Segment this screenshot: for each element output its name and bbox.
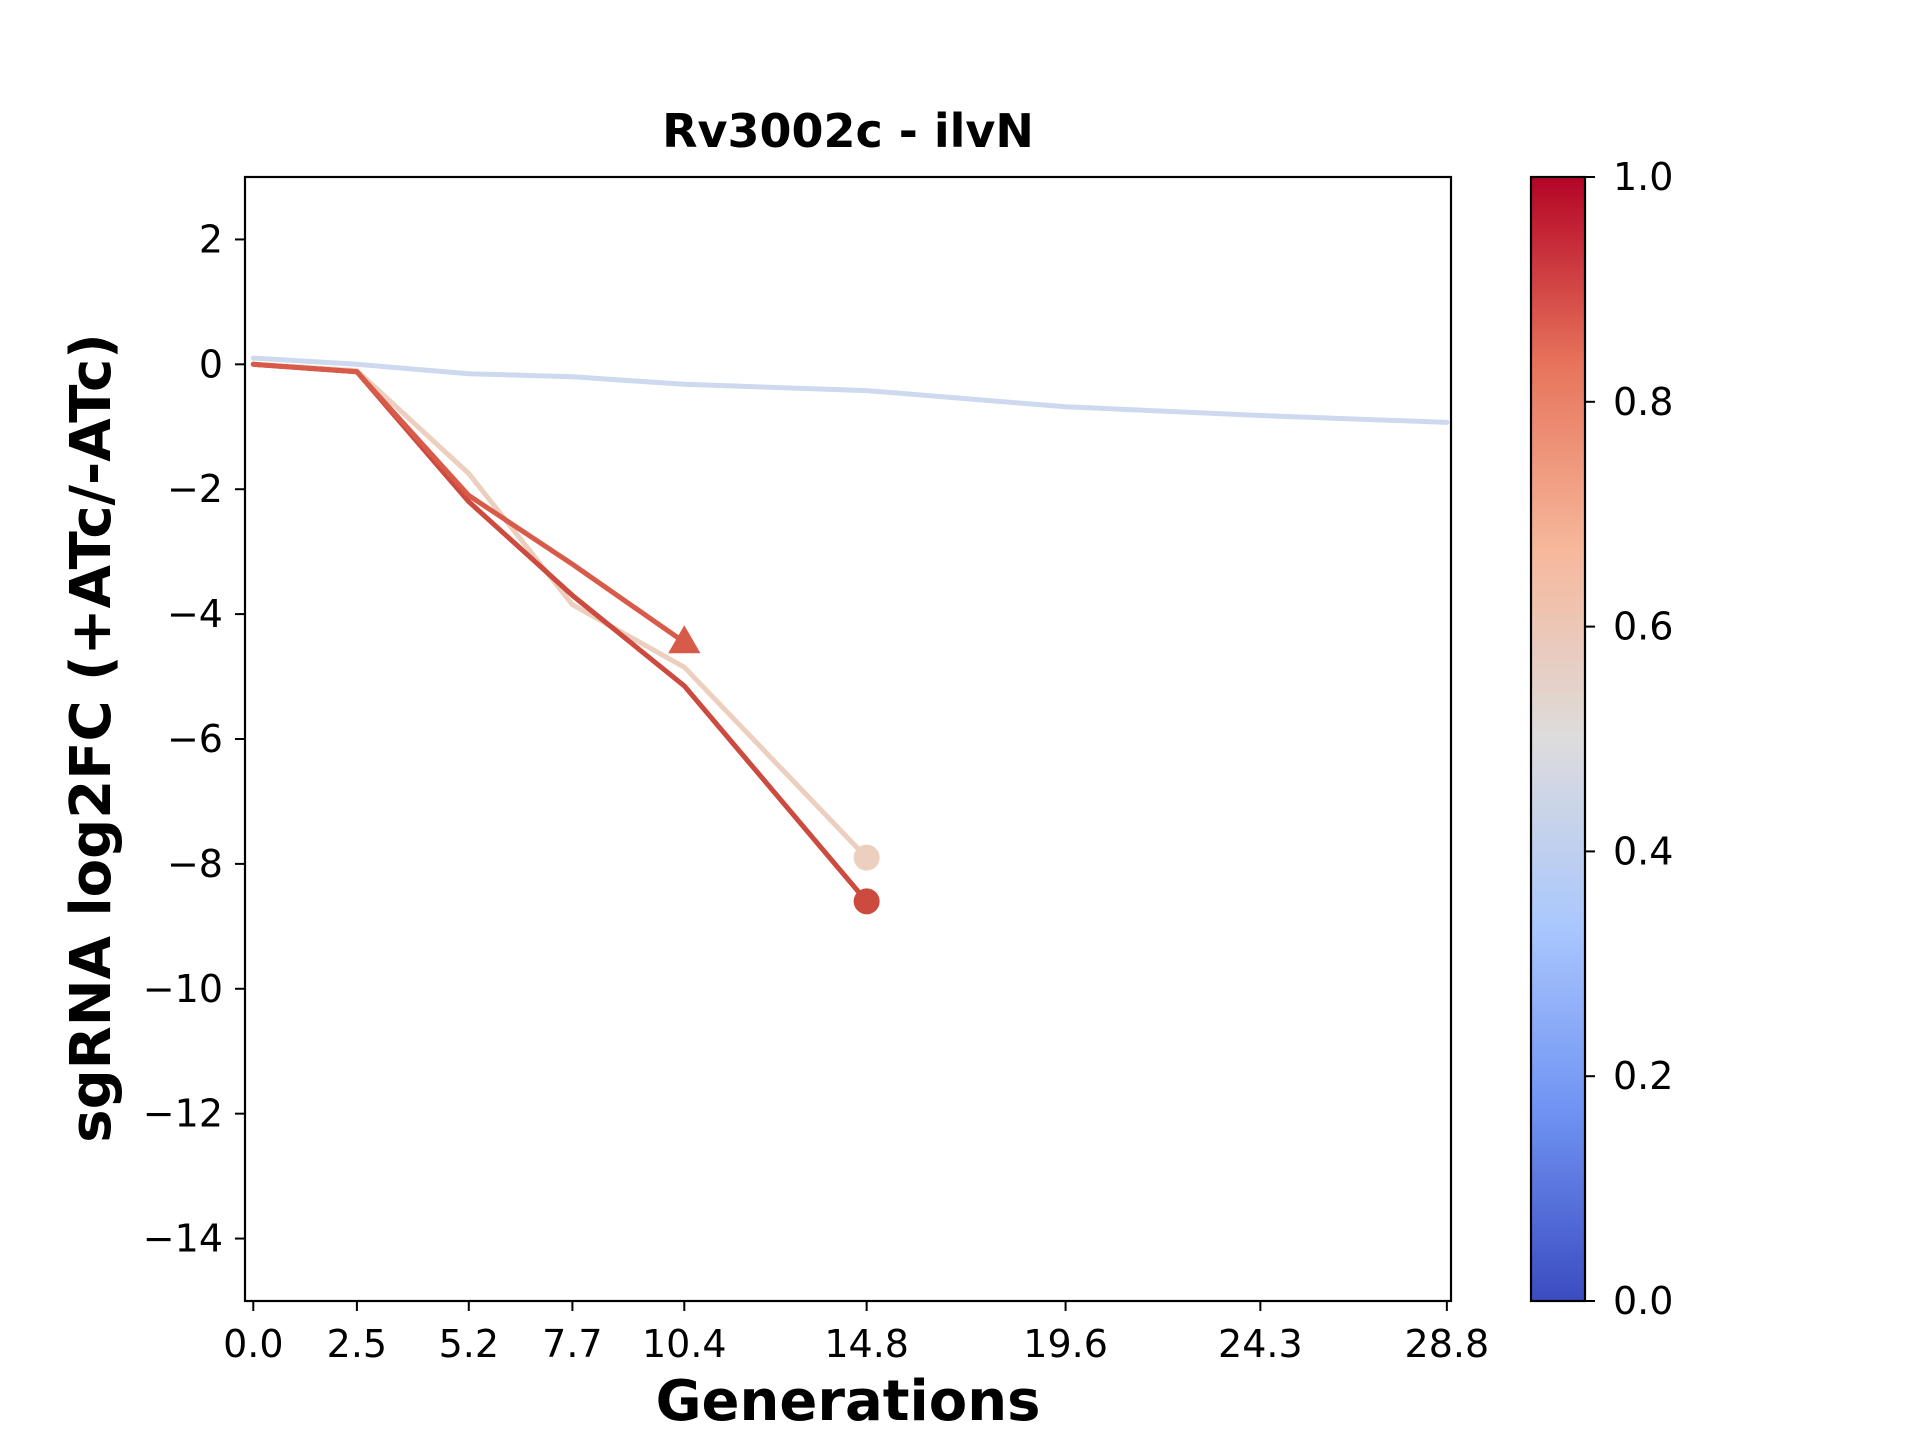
y-axis-title: sgRNA log2FC (+ATc/-ATc) [59, 333, 124, 1143]
colorbar-tick-label: 0.8 [1613, 380, 1673, 424]
series-end-marker-4 [668, 625, 701, 654]
y-tick-label: −8 [167, 842, 223, 886]
colorbar: 0.0 0.2 0.4 0.6 0.8 1.0 [1529, 155, 1673, 1323]
x-tick-label: 10.4 [642, 1322, 727, 1366]
y-tick-label: −10 [143, 967, 223, 1011]
colorbar-tick-label: 1.0 [1613, 155, 1673, 199]
series-end-marker-3 [853, 888, 880, 915]
series-end-marker-2 [853, 844, 880, 871]
x-tick-label: 14.8 [824, 1322, 909, 1366]
series-line-4 [250, 361, 687, 645]
colorbar-tick-label: 0.6 [1613, 605, 1673, 649]
colorbar-tick-label: 0.4 [1613, 829, 1673, 873]
y-tick-label: −12 [143, 1092, 223, 1136]
plot-frame [243, 175, 1453, 1303]
x-axis-title: Generations [656, 1369, 1041, 1434]
x-tick-label: 2.5 [327, 1322, 387, 1366]
x-tick-label: 28.8 [1405, 1322, 1490, 1366]
plot-area: 0.0 2.5 5.2 7.7 10.4 14.8 19.6 24.3 28.8 2 0 −2 −4 −6… [143, 175, 1490, 1366]
y-tick-label: −14 [143, 1217, 223, 1261]
y-tick-label: −2 [167, 467, 223, 511]
x-tick-label: 24.3 [1218, 1322, 1303, 1366]
x-tick-label: 7.7 [542, 1322, 602, 1366]
series-line-3 [250, 361, 870, 904]
x-tick-label: 0.0 [223, 1322, 283, 1366]
series-line-1 [250, 355, 1450, 425]
y-tick-label: 2 [199, 217, 223, 261]
series-line-2 [250, 361, 870, 861]
y-tick-label: −6 [167, 717, 223, 761]
chart-title: Rv3002c - ilvN [662, 104, 1034, 158]
x-tick-label: 5.2 [439, 1322, 499, 1366]
colorbar-gradient [1529, 175, 1587, 1303]
colorbar-tick-label: 0.2 [1613, 1054, 1673, 1098]
x-tick-label: 19.6 [1023, 1322, 1108, 1366]
colorbar-tick-label: 0.0 [1613, 1279, 1673, 1323]
y-tick-label: −4 [167, 592, 223, 636]
y-tick-label: 0 [199, 342, 223, 386]
